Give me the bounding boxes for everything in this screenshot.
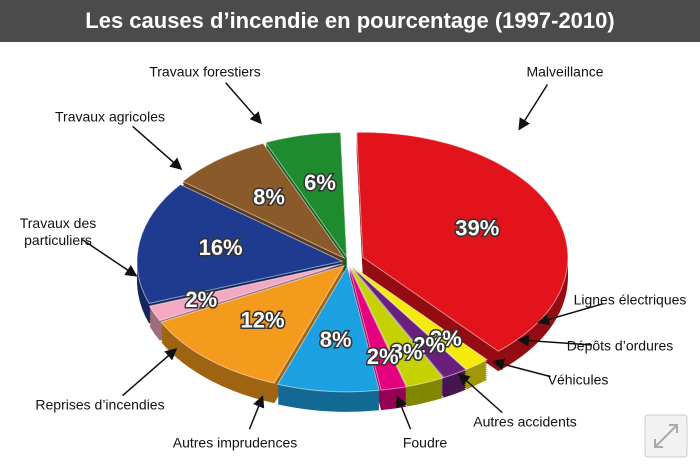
leader-arrow [132, 125, 183, 170]
category-label: Foudre [402, 434, 448, 451]
category-label: Travaux des particuliers [19, 215, 97, 248]
category-label: Travaux agricoles [55, 108, 165, 125]
leader-arrow [492, 358, 551, 378]
value-label: 6% [304, 170, 336, 195]
value-label: 39% [455, 216, 499, 241]
category-label: Autres accidents [473, 413, 577, 430]
expand-icon[interactable] [644, 414, 688, 458]
leader-arrow [537, 303, 604, 326]
value-label: 8% [253, 185, 285, 210]
slice [349, 266, 444, 388]
leader-arrow [248, 395, 265, 430]
value-label: 3% [391, 339, 423, 364]
slice [348, 266, 407, 391]
leader-arrow [517, 334, 593, 347]
leader-arrow [122, 348, 178, 397]
value-label: 8% [320, 327, 352, 352]
category-label: Malveillance [526, 63, 604, 80]
slice [276, 265, 380, 393]
slice [136, 183, 344, 304]
slice [351, 265, 488, 370]
leader-arrow [457, 373, 503, 414]
leader-arrow [82, 239, 138, 277]
chart-title: Les causes d’incendie en pourcentage (19… [85, 8, 615, 33]
category-label: Reprises d’incendies [35, 396, 165, 413]
category-label: Dépôts d’ordures [566, 337, 674, 354]
leader-arrow [395, 395, 412, 430]
value-label: 2% [413, 333, 445, 358]
category-label: Autres imprudences [172, 434, 298, 451]
value-label: 12% [241, 308, 285, 333]
value-label: 16% [199, 235, 243, 260]
slice [181, 142, 346, 260]
slice [350, 265, 467, 379]
title-bar [0, 0, 700, 42]
value-label: 2% [430, 326, 462, 351]
value-label: 2% [367, 344, 399, 369]
category-label: Travaux forestiers [149, 63, 261, 80]
leader-arrow [225, 82, 262, 125]
category-label: Lignes électriques [573, 291, 687, 308]
slice [264, 131, 348, 260]
value-label: 2% [185, 287, 217, 312]
leader-arrow [518, 84, 549, 131]
slice [148, 263, 343, 322]
category-label: Véhicules [547, 371, 609, 388]
slice [160, 264, 346, 384]
